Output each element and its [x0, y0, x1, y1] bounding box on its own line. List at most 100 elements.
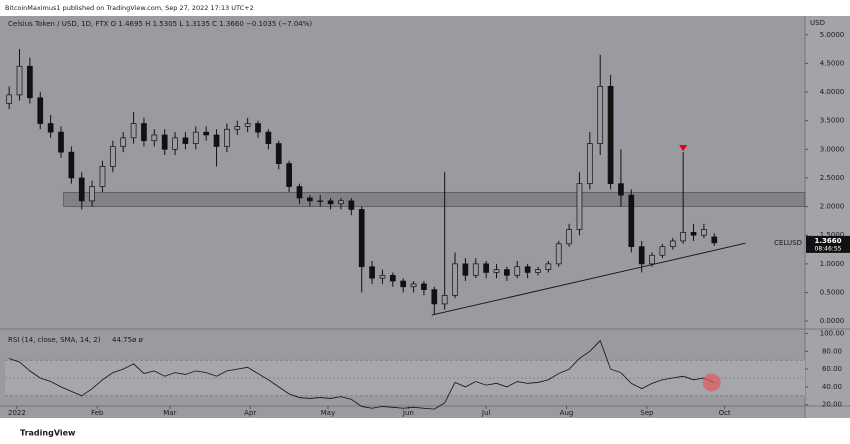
candle-body — [47, 123, 54, 133]
candle-body — [524, 266, 531, 273]
candle-body — [16, 65, 23, 96]
candle-body — [37, 97, 44, 124]
x-tick-label: Apr — [244, 409, 256, 417]
y-tick-label: 1.5000 — [820, 231, 845, 239]
price-tag-price: 1.3660 — [814, 237, 841, 245]
chart-background — [0, 16, 850, 418]
candle-body — [597, 85, 604, 144]
rsi-last: 44.75 — [112, 336, 132, 344]
rsi-line — [9, 339, 715, 410]
footer-brand: TradingView — [20, 429, 76, 438]
candle-body — [358, 209, 365, 268]
candle-body — [265, 131, 272, 144]
y-tick-label: 1.0000 — [820, 260, 845, 268]
candle-body — [545, 263, 552, 270]
rsi-highlight — [702, 373, 721, 392]
candle-body — [192, 131, 199, 144]
candle-body — [89, 186, 95, 202]
spike-marker — [679, 145, 688, 152]
candle-body — [628, 194, 635, 248]
axis-unit: USD — [810, 19, 825, 27]
candle-body — [493, 269, 500, 273]
candle-body — [504, 269, 510, 276]
candle-body — [307, 197, 313, 202]
candle-body — [78, 177, 85, 202]
candle-body — [161, 134, 168, 150]
candle-body — [379, 274, 386, 279]
candle-body — [462, 263, 469, 276]
rsi-y-tick-label: 60.00 — [822, 365, 842, 373]
candle-body — [431, 289, 438, 305]
rsi-y-tick-label: 100.00 — [820, 330, 845, 338]
candle-body — [586, 143, 593, 185]
candle-body — [182, 137, 189, 144]
candle-body — [659, 246, 666, 256]
rsi-y-tick-label: 80.00 — [822, 347, 842, 355]
candle-body — [410, 283, 417, 288]
candle-body — [213, 134, 220, 147]
candle-body — [607, 85, 614, 185]
candle-body — [68, 151, 75, 179]
x-tick-label: Aug — [560, 409, 574, 417]
candle-body — [120, 137, 127, 147]
candle-body — [514, 266, 521, 276]
candle-body — [327, 200, 334, 205]
trendline — [431, 242, 746, 316]
candle-body — [566, 229, 572, 245]
y-tick-label: 4.5000 — [820, 59, 845, 67]
candle-body — [535, 269, 541, 273]
candle-body — [711, 236, 718, 244]
x-tick-label: Sep — [640, 409, 654, 417]
candle-body — [203, 131, 210, 136]
candle-body — [275, 143, 282, 164]
rsi-legend: RSI (14, close, SMA, 14, 2) — [8, 336, 101, 344]
legend: Celsius Token / USD, 1D, FTX O 1.4695 H … — [8, 20, 312, 28]
x-tick-label: Mar — [163, 409, 176, 417]
y-tick-label: 2.5000 — [820, 174, 845, 182]
price-tag-symbol: CELUSD — [774, 239, 802, 247]
candle-body — [555, 243, 562, 265]
candle-body — [317, 200, 324, 203]
candle-body — [151, 134, 158, 142]
y-tick-label: 3.5000 — [820, 117, 845, 125]
candle-body — [441, 295, 448, 305]
candle-body — [141, 123, 147, 142]
candle-body — [286, 163, 292, 187]
candle-body — [224, 128, 230, 147]
rsi-y-tick-label: 20.00 — [822, 401, 842, 409]
x-tick-label: May — [321, 409, 335, 417]
candle-body — [638, 246, 645, 265]
candle-body — [452, 263, 458, 296]
candle-body — [27, 65, 33, 99]
candle-body — [483, 263, 489, 273]
y-tick-label: 5.0000 — [820, 31, 845, 39]
candle-body — [680, 232, 687, 242]
candle-body — [618, 183, 624, 196]
candle-body — [669, 240, 676, 248]
price-axis-background — [805, 16, 850, 418]
rsi-y-tick-label: 40.00 — [822, 383, 842, 391]
price-tag-countdown: 08:46:55 — [815, 245, 842, 252]
candle-body — [338, 200, 344, 205]
x-tick-label: 2022 — [8, 409, 26, 417]
x-tick-label: Jun — [402, 409, 414, 417]
candle-body — [649, 254, 655, 265]
candle-body — [130, 123, 137, 139]
candle-body — [172, 137, 178, 150]
y-tick-label: 3.0000 — [820, 145, 845, 153]
candle-body — [400, 280, 407, 288]
candle-body — [701, 229, 707, 236]
candle-body — [109, 146, 116, 167]
y-tick-label: 0.0000 — [820, 317, 845, 325]
candle-body — [472, 263, 479, 276]
candle-body — [348, 200, 355, 210]
rsi-extra: ø ø — [132, 336, 144, 344]
y-tick-label: 2.0000 — [820, 203, 845, 211]
resistance-zone — [63, 191, 806, 207]
candle-body — [234, 126, 241, 130]
x-tick-label: Oct — [719, 409, 731, 417]
candle-body — [6, 94, 12, 104]
candle-body — [369, 266, 375, 279]
y-tick-label: 4.0000 — [820, 88, 845, 96]
